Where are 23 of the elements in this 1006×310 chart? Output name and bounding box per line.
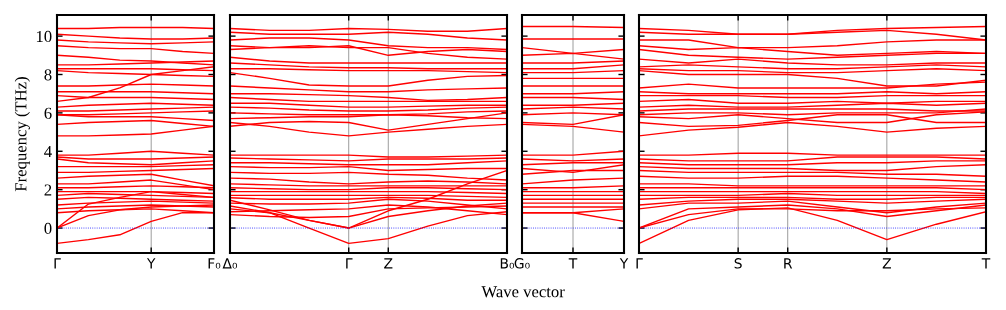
x-tick-label: R [784,258,793,269]
y-tick-label: 6 [44,107,52,119]
x-axis-title: Wave vector [481,286,565,298]
x-tick-label: Y [146,258,156,269]
y-tick-label: 0 [44,222,52,234]
x-tick-label: Y [619,258,629,269]
x-tick-label: Δ₀ [222,258,238,269]
x-tick-label: S [734,258,742,269]
x-tick-label: B₀ [500,258,515,269]
y-axis-title: Frequency (THz) [14,77,30,192]
x-tick-label: Z [384,258,393,269]
y-tick-label: 8 [44,69,52,81]
y-tick-label: 10 [36,30,52,43]
x-tick-label: T [568,258,578,269]
y-tick-label: 4 [44,146,52,158]
x-tick-label: Γ [54,258,61,269]
y-tick-label: 2 [44,184,52,196]
x-tick-label: T [981,258,991,269]
x-tick-label: Γ [636,258,643,269]
x-tick-label: Z [882,258,891,269]
x-tick-label: F₀ [208,258,221,269]
x-tick-label: Γ [346,258,353,269]
x-tick-label: G₀ [514,258,530,269]
